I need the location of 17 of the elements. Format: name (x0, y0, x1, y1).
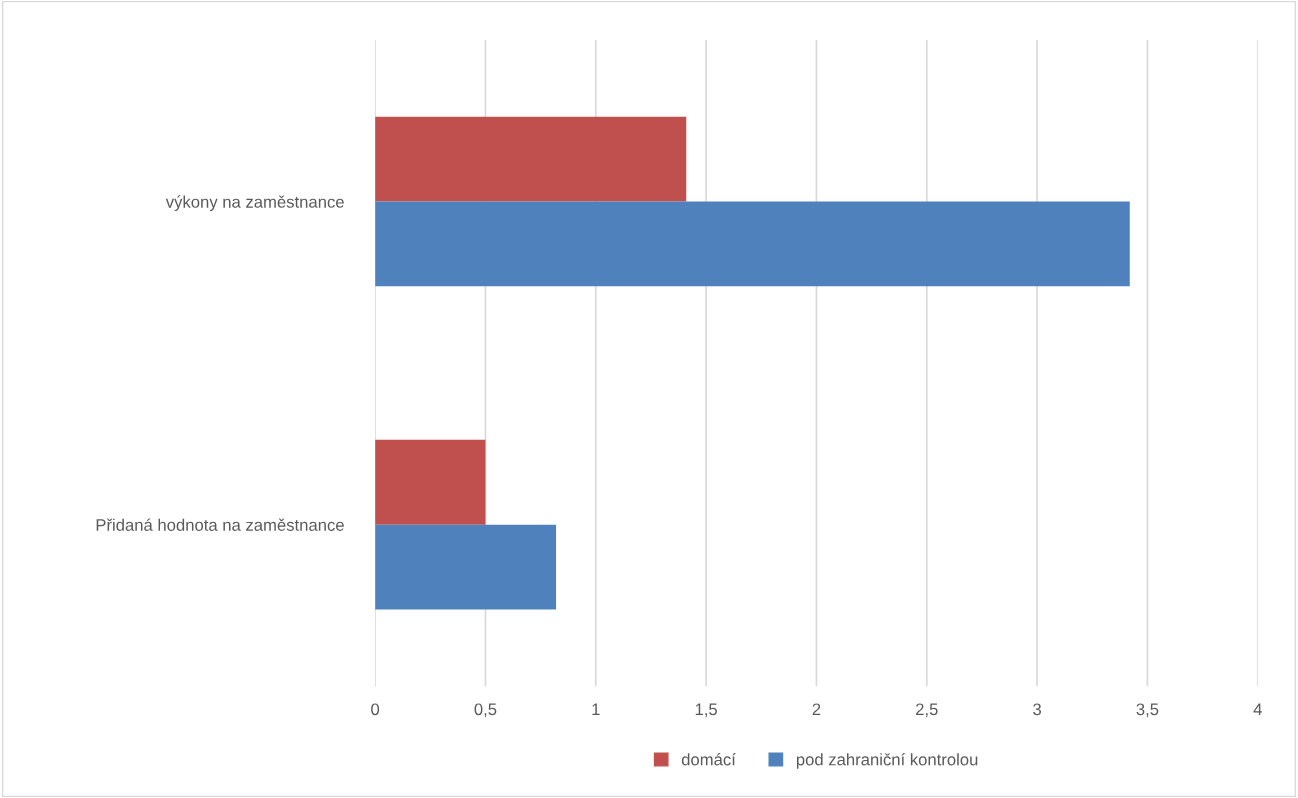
x-tick-label: 3 (1033, 703, 1041, 716)
y-tick-label: výkony na zaměstnance (165, 195, 344, 212)
x-tick-label: 4 (1253, 703, 1262, 716)
x-tick-label: 2,5 (916, 703, 938, 718)
legend-label: pod zahraniční kontrolou (796, 752, 978, 769)
x-tick-label: 0 (371, 703, 380, 716)
bar (375, 439, 486, 525)
x-tick-label: 3,5 (1136, 703, 1159, 718)
bar (375, 116, 687, 202)
bar (375, 524, 557, 610)
y-tick-label: Přidaná hodnota na zaměstnance (96, 518, 344, 531)
x-tick-label: 2 (812, 703, 821, 716)
x-tick-label: 1 (592, 703, 600, 716)
x-tick-label: 0,5 (474, 703, 497, 718)
x-tick-label: 1,5 (695, 703, 717, 718)
bar (375, 201, 1130, 287)
legend-label: domácí (681, 752, 736, 766)
